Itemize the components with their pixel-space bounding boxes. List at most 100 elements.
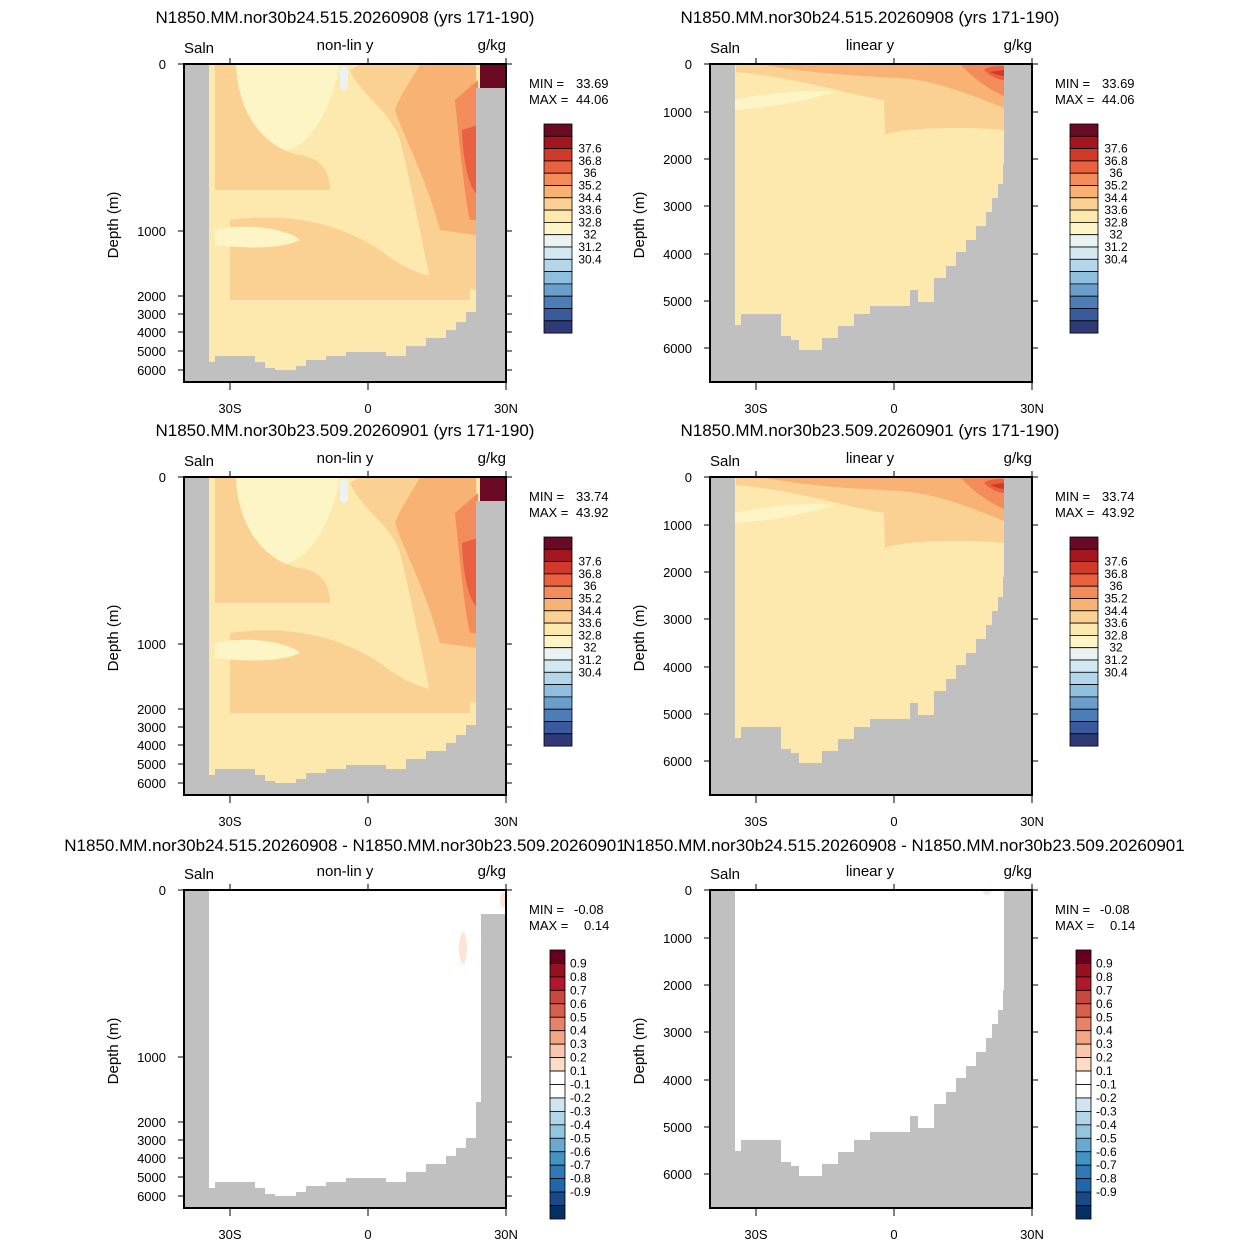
colorbar-label: 35.2 bbox=[578, 179, 602, 193]
colorbar-label: 0.6 bbox=[570, 997, 587, 1011]
colorbar-box bbox=[1075, 1016, 1092, 1032]
units-label: g/kg bbox=[478, 450, 506, 467]
panel-title: N1850.MM.nor30b24.515.20260908 (yrs 171-… bbox=[681, 8, 1060, 27]
colorbar-box bbox=[549, 989, 566, 1005]
y-scale-label: linear y bbox=[846, 863, 895, 880]
colorbar-box bbox=[1069, 585, 1099, 599]
colorbar-box bbox=[1075, 1205, 1092, 1220]
y-tick-label: 6000 bbox=[663, 341, 692, 356]
max-value: 43.92 bbox=[576, 505, 609, 520]
colorbar-label: 37.6 bbox=[578, 555, 602, 569]
colorbar-label: 33.6 bbox=[578, 203, 602, 217]
colorbar-label: 31.2 bbox=[578, 240, 602, 254]
colorbar-box bbox=[1069, 271, 1099, 285]
colorbar-label: -0.6 bbox=[570, 1145, 591, 1159]
colorbar-box bbox=[549, 1191, 566, 1206]
y-tick-label: 6000 bbox=[137, 776, 166, 791]
variable-label: Saln bbox=[710, 40, 740, 57]
colorbar-label: -0.4 bbox=[1096, 1118, 1117, 1132]
colorbar-label: 0.2 bbox=[570, 1051, 587, 1065]
x-axis: 30S 0 30N bbox=[744, 471, 1044, 829]
colorbar-box bbox=[543, 622, 573, 636]
colorbar-box bbox=[1069, 135, 1099, 150]
colorbar-box bbox=[543, 320, 573, 334]
colorbar-label: 0.8 bbox=[1096, 970, 1113, 984]
colorbar-box bbox=[549, 1124, 566, 1139]
x-tick-label: 30N bbox=[1020, 814, 1044, 829]
colorbar-label: 32.8 bbox=[578, 215, 602, 229]
colorbar-box bbox=[543, 172, 573, 186]
colorbar-box bbox=[543, 598, 573, 612]
y-tick-label: 4000 bbox=[663, 247, 692, 262]
colorbar-box bbox=[543, 561, 573, 575]
colorbar-box bbox=[1069, 733, 1099, 747]
colorbar-box bbox=[543, 185, 573, 199]
colorbar-box bbox=[1069, 320, 1099, 334]
colorbar-label: 36 bbox=[583, 579, 597, 593]
min-label: MIN = bbox=[529, 902, 564, 917]
variable-label: Saln bbox=[184, 40, 214, 57]
y-tick-label: 5000 bbox=[137, 344, 166, 359]
colorbar-box bbox=[1075, 1164, 1092, 1180]
variable-label: Saln bbox=[710, 453, 740, 470]
y-tick-label: 1000 bbox=[663, 931, 692, 946]
y-scale-label: non-lin y bbox=[317, 37, 374, 54]
y-tick-label: 4000 bbox=[137, 738, 166, 753]
colorbar-box bbox=[549, 963, 566, 978]
colorbar-label: 0.3 bbox=[570, 1037, 587, 1051]
difference-field bbox=[184, 890, 506, 1208]
salinity-field bbox=[184, 477, 506, 795]
colorbar-box bbox=[1075, 989, 1092, 1005]
y-tick-label: 0 bbox=[159, 470, 166, 485]
colorbar-label: -0.6 bbox=[1096, 1145, 1117, 1159]
min-value: -0.08 bbox=[574, 902, 604, 917]
y-tick-label: 3000 bbox=[137, 307, 166, 322]
colorbar-box bbox=[543, 634, 573, 649]
colorbar-box bbox=[543, 536, 573, 550]
colorbar-box bbox=[543, 684, 573, 698]
colorbar-label: -0.9 bbox=[1096, 1185, 1117, 1199]
colorbar-box bbox=[1069, 561, 1099, 575]
colorbar-box bbox=[543, 221, 573, 236]
y-tick-label: 5000 bbox=[137, 757, 166, 772]
colorbar-label: -0.1 bbox=[1096, 1078, 1117, 1092]
y-tick-label: 4000 bbox=[663, 660, 692, 675]
y-tick-label: 6000 bbox=[137, 363, 166, 378]
colorbar-box bbox=[549, 949, 566, 964]
colorbar-box bbox=[1075, 976, 1092, 991]
y-tick-label: 2000 bbox=[663, 152, 692, 167]
colorbar-label: -0.2 bbox=[1096, 1091, 1117, 1105]
colorbar-label: 32 bbox=[1109, 641, 1123, 655]
colorbar-label: 30.4 bbox=[578, 252, 602, 266]
colorbar-box bbox=[1069, 696, 1099, 710]
colorbar-box bbox=[543, 135, 573, 150]
colorbar-box bbox=[1069, 647, 1099, 661]
colorbar-box bbox=[543, 246, 573, 260]
panel-title: N1850.MM.nor30b24.515.20260908 - N1850.M… bbox=[64, 836, 625, 855]
colorbar-label: 31.2 bbox=[1104, 653, 1128, 667]
y-tick-label: 5000 bbox=[137, 1170, 166, 1185]
y-axis-title: Depth (m) bbox=[105, 1018, 122, 1085]
y-scale-label: linear y bbox=[846, 37, 895, 54]
colorbar-box bbox=[1069, 185, 1099, 199]
x-tick-label: 0 bbox=[364, 401, 371, 416]
colorbar-label: 35.2 bbox=[1104, 179, 1128, 193]
y-tick-label: 1000 bbox=[663, 518, 692, 533]
y-tick-label: 3000 bbox=[663, 1025, 692, 1040]
colorbar-box bbox=[549, 1164, 566, 1180]
colorbar-label: 0.4 bbox=[570, 1024, 587, 1038]
y-axis-title: Depth (m) bbox=[105, 192, 122, 259]
colorbar-box bbox=[543, 548, 573, 563]
colorbar-label: -0.1 bbox=[570, 1078, 591, 1092]
colorbar-label: 0.5 bbox=[570, 1010, 587, 1024]
colorbar-box bbox=[1069, 610, 1099, 624]
colorbar-box bbox=[1069, 160, 1099, 174]
colorbar-box bbox=[549, 1057, 566, 1072]
y-scale-label: linear y bbox=[846, 450, 895, 467]
y-axis-title: Depth (m) bbox=[105, 605, 122, 672]
max-value: 44.06 bbox=[576, 92, 609, 107]
salinity-field bbox=[710, 477, 1032, 795]
y-tick-label: 0 bbox=[685, 470, 692, 485]
